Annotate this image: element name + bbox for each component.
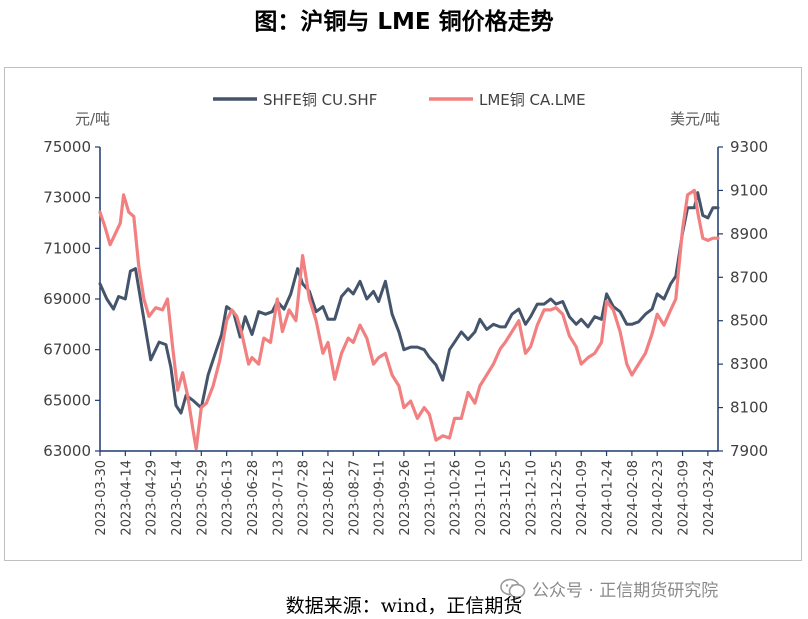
series-line-shfe bbox=[98, 191, 720, 415]
x-tick-label: 2023-11-25 bbox=[499, 460, 514, 536]
right-tick-label: 8300 bbox=[730, 355, 768, 373]
x-tick-label: 2023-11-10 bbox=[474, 460, 489, 536]
left-tick-label: 75000 bbox=[43, 138, 91, 156]
x-tick-label: 2023-08-27 bbox=[347, 460, 362, 536]
x-tick-label: 2023-08-12 bbox=[322, 460, 337, 536]
x-axis: 2023-03-30 2023-04-14 2023-04-29 2023-05-14… bbox=[94, 450, 718, 536]
left-axis: 75000 73000 71000 69000 67000 65000 63000 bbox=[43, 138, 101, 460]
series-line-lme bbox=[98, 188, 720, 451]
x-tick-label: 2023-06-13 bbox=[221, 460, 236, 536]
right-tick-label: 8100 bbox=[730, 399, 768, 417]
page-title: 图：沪铜与 LME 铜价格走势 bbox=[254, 9, 554, 35]
right-tick-label: 8900 bbox=[730, 225, 768, 243]
left-tick-label: 73000 bbox=[43, 189, 91, 207]
right-axis: 9300 9100 8900 8700 8500 8300 8100 7900 bbox=[717, 138, 768, 460]
source-note: 数据来源：wind，正信期货 bbox=[285, 595, 523, 617]
line-chart: SHFE铜 CU.SHF LME铜 CA.LME 元/吨 美元/吨 75000 73… bbox=[43, 91, 768, 536]
x-tick-label: 2023-04-29 bbox=[145, 460, 160, 536]
x-tick-label: 2023-06-28 bbox=[246, 460, 261, 536]
x-tick-label: 2023-12-25 bbox=[550, 460, 565, 536]
x-tick-label: 2024-03-24 bbox=[702, 460, 717, 536]
left-axis-label: 元/吨 bbox=[75, 110, 110, 128]
watermark-text: 公众号 · 正信期货研究院 bbox=[532, 581, 719, 601]
legend-label: SHFE铜 CU.SHF bbox=[263, 91, 377, 109]
legend: SHFE铜 CU.SHF LME铜 CA.LME bbox=[213, 91, 586, 109]
x-tick-label: 2023-05-14 bbox=[170, 460, 185, 536]
x-tick-label: 2024-02-23 bbox=[651, 460, 666, 536]
x-tick-label: 2024-01-09 bbox=[575, 460, 590, 536]
x-tick-label: 2023-10-26 bbox=[449, 460, 464, 536]
x-tick-label: 2023-07-28 bbox=[297, 460, 312, 536]
left-tick-label: 65000 bbox=[43, 391, 91, 409]
x-tick-label: 2023-10-11 bbox=[423, 460, 438, 536]
right-tick-label: 9100 bbox=[730, 181, 768, 199]
legend-label: LME铜 CA.LME bbox=[479, 91, 586, 109]
x-tick-label: 2023-04-14 bbox=[119, 460, 134, 536]
right-axis-label: 美元/吨 bbox=[670, 110, 720, 128]
x-tick-label: 2023-03-30 bbox=[94, 460, 109, 536]
x-tick-label: 2023-09-26 bbox=[398, 460, 413, 536]
right-tick-label: 8700 bbox=[730, 268, 768, 286]
series-layer bbox=[98, 188, 720, 451]
chart-frame: SHFE铜 CU.SHF LME铜 CA.LME 元/吨 美元/吨 75000 73… bbox=[4, 67, 802, 561]
wechat-icon bbox=[500, 578, 526, 598]
left-tick-label: 69000 bbox=[43, 290, 91, 308]
left-tick-label: 67000 bbox=[43, 341, 91, 359]
x-tick-label: 2023-05-29 bbox=[195, 460, 210, 536]
x-tick-label: 2023-09-11 bbox=[373, 460, 388, 536]
right-tick-label: 8500 bbox=[730, 312, 768, 330]
x-tick-label: 2023-07-13 bbox=[271, 460, 286, 536]
right-tick-label: 7900 bbox=[730, 442, 768, 460]
x-tick-label: 2024-03-09 bbox=[677, 460, 692, 536]
x-tick-label: 2024-02-08 bbox=[626, 460, 641, 536]
x-tick-label: 2023-12-10 bbox=[525, 460, 540, 536]
x-tick-label: 2024-01-24 bbox=[601, 460, 616, 536]
right-tick-label: 9300 bbox=[730, 138, 768, 156]
watermark: 公众号 · 正信期货研究院 bbox=[500, 576, 718, 601]
left-tick-label: 71000 bbox=[43, 239, 91, 257]
left-tick-label: 63000 bbox=[43, 442, 91, 460]
